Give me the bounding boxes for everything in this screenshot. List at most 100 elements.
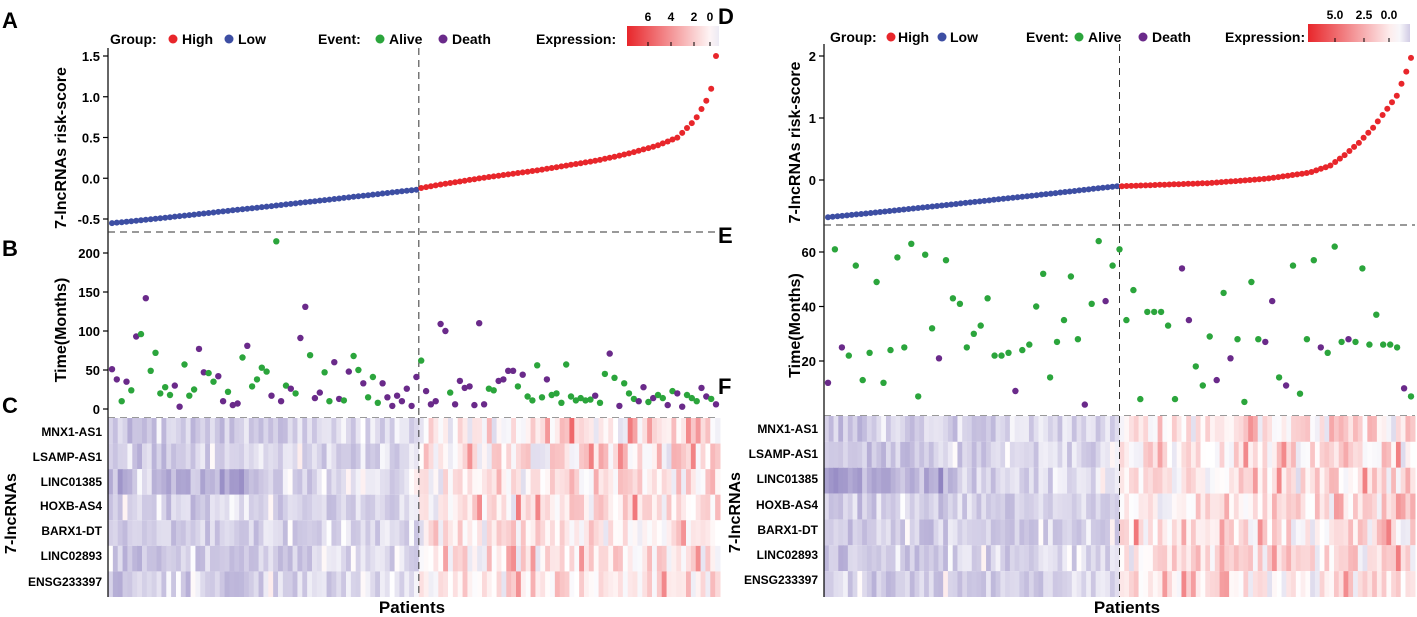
- heatmap-cell: [843, 416, 849, 442]
- heatmap-cell: [666, 545, 672, 572]
- heatmap-cell: [287, 469, 294, 495]
- heatmap-cell: [647, 571, 653, 597]
- heatmap-cell: [224, 418, 230, 444]
- heatmap-cell: [681, 520, 687, 546]
- risk-point-high: [568, 161, 574, 168]
- heatmap-cell: [1028, 467, 1035, 494]
- heatmap-cell: [161, 469, 167, 495]
- heatmap-cell: [1291, 493, 1297, 520]
- heatmap-cell: [838, 441, 844, 468]
- heatmap-cell: [1229, 571, 1235, 597]
- risk-point-high: [1142, 182, 1149, 189]
- heatmap-cell: [947, 571, 954, 597]
- heatmap-cell: [1171, 493, 1178, 520]
- heatmap-cell: [486, 520, 493, 546]
- heatmap-cell: [1195, 467, 1202, 494]
- heatmap-cell: [1024, 467, 1030, 494]
- heatmap-cell: [1186, 519, 1192, 546]
- survival-point-alive: [364, 394, 372, 401]
- heatmap-cell: [1248, 441, 1254, 468]
- heatmap-cell: [1305, 571, 1311, 597]
- heatmap-cell: [938, 493, 944, 520]
- heatmap-cell: [200, 469, 206, 495]
- heatmap-cell: [705, 418, 711, 444]
- heatmap-cell: [263, 469, 269, 495]
- heatmap-cell: [976, 416, 982, 442]
- heatmap-cell: [1043, 416, 1049, 442]
- heatmap-cell: [360, 469, 366, 495]
- heatmap-cell: [1157, 519, 1163, 546]
- heatmap-cell: [1195, 416, 1202, 442]
- heatmap-cell: [307, 494, 313, 521]
- heatmap-cell: [1186, 467, 1192, 494]
- heatmap-cell: [947, 441, 954, 468]
- heatmap-cell: [588, 545, 595, 572]
- survival-point-death: [437, 320, 444, 328]
- heatmap-cell: [516, 418, 522, 444]
- heatmap-cell: [981, 571, 987, 597]
- heatmap-cell: [1086, 467, 1092, 494]
- heatmap-cell: [190, 418, 196, 444]
- heatmap-cell: [1286, 467, 1292, 494]
- survival-point-alive: [1040, 270, 1047, 277]
- heatmap-cell: [1324, 416, 1330, 442]
- heatmap-cell: [569, 418, 575, 444]
- heatmap-cell: [418, 443, 425, 470]
- heatmap-cell: [1148, 441, 1154, 468]
- heatmap-cell: [520, 469, 527, 495]
- heatmap-cell: [1357, 441, 1364, 468]
- heatmap-cell: [952, 519, 958, 546]
- risk-point-low: [844, 212, 850, 219]
- heatmap-cell: [1238, 571, 1244, 597]
- heatmap-cell: [1119, 571, 1125, 597]
- heatmap-cell: [127, 494, 133, 521]
- heatmap-cell: [346, 571, 352, 597]
- heatmap-cell: [652, 418, 658, 444]
- heatmap-cell: [1295, 467, 1302, 494]
- heatmap-cell: [554, 469, 561, 495]
- heatmap-cell: [1181, 519, 1187, 546]
- risk-point-low: [142, 216, 149, 223]
- risk-tick-label: 1.5: [82, 49, 100, 64]
- survival-point-death: [176, 403, 183, 410]
- heatmap-cell: [1076, 545, 1082, 572]
- heatmap-cell: [341, 494, 347, 521]
- heatmap-cell: [1129, 493, 1135, 520]
- risk-point-high: [524, 168, 531, 175]
- heatmap-cell: [506, 469, 512, 495]
- heatmap-cell: [710, 571, 716, 597]
- heatmap-cell: [1333, 493, 1340, 520]
- survival-point-alive: [894, 254, 901, 261]
- heatmap-cell: [316, 545, 323, 572]
- heatmap-cell: [603, 418, 609, 444]
- risk-tick-label: -0.5: [78, 212, 100, 227]
- heatmap-cell: [957, 571, 963, 597]
- heatmap-cell: [263, 494, 269, 521]
- survival-point-death: [650, 394, 657, 402]
- heatmap-cell: [1138, 519, 1144, 546]
- heatmap-cell: [486, 494, 493, 521]
- heatmap-cell: [1276, 441, 1283, 468]
- risk-point-high: [688, 120, 695, 127]
- survival-point-death: [123, 378, 130, 385]
- heatmap-cell: [540, 494, 546, 521]
- heatmap-cell: [966, 571, 973, 597]
- survival-point-alive: [118, 398, 125, 405]
- risk-point-low: [938, 202, 945, 209]
- risk-point-high: [1237, 177, 1244, 184]
- heatmap-cell: [981, 416, 987, 442]
- heatmap-cell: [214, 571, 221, 597]
- heatmap-gene-label: BARX1-DT: [41, 524, 102, 538]
- heatmap-cell: [1291, 467, 1297, 494]
- heatmap-cell: [1272, 545, 1278, 572]
- heatmap-cell: [452, 443, 459, 470]
- heatmap-cell: [482, 469, 488, 495]
- heatmap-cell: [564, 571, 570, 597]
- survival-point-alive: [852, 262, 859, 269]
- heatmap-cell: [1314, 441, 1321, 468]
- heatmap-cell: [438, 520, 444, 546]
- heatmap-cell: [467, 418, 473, 444]
- heatmap-cell: [1243, 493, 1249, 520]
- heatmap-cell: [671, 571, 677, 597]
- heatmap-cell: [1119, 416, 1125, 442]
